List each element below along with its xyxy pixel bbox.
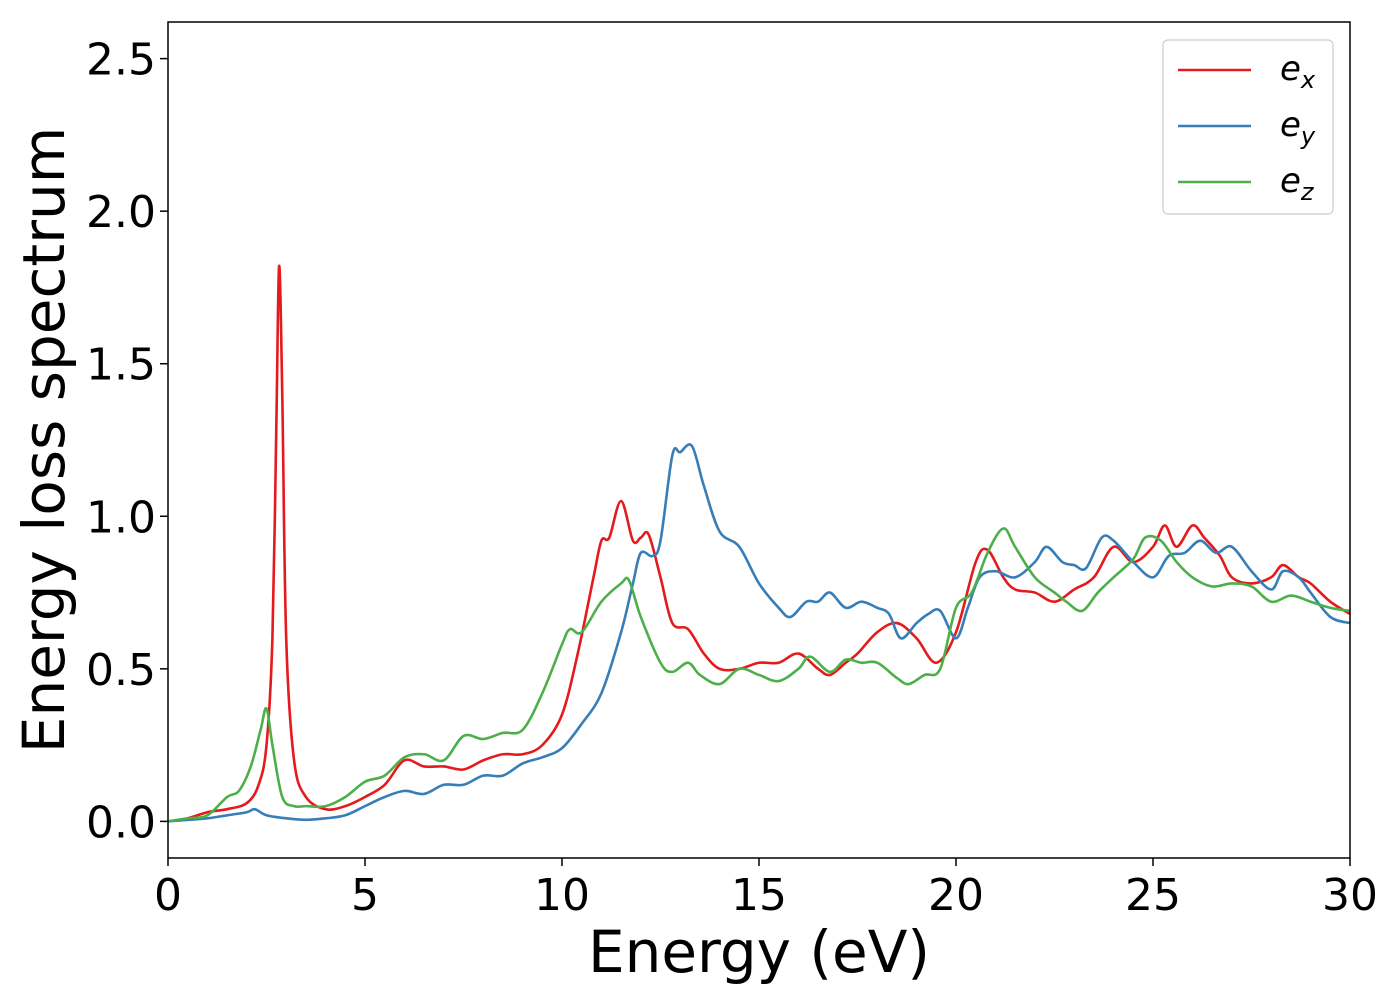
x-tick-label: 20 [928, 870, 984, 921]
series-layer [168, 264, 1350, 823]
series-line-y [168, 443, 1350, 823]
series-line-z [168, 527, 1350, 823]
y-tick-label: 0.5 [86, 645, 156, 696]
legend: ex ey ez [1162, 39, 1334, 215]
y-axis: 0.0 0.5 1.0 1.5 2.0 2.5 [86, 35, 168, 848]
y-tick-label: 0.0 [86, 797, 156, 848]
y-tick-label: 1.0 [86, 492, 156, 543]
x-axis: 0 5 10 15 20 25 30 [154, 858, 1378, 921]
x-tick-label: 0 [154, 870, 182, 921]
y-tick-label: 1.5 [86, 340, 156, 391]
x-tick-label: 25 [1125, 870, 1181, 921]
y-tick-label: 2.0 [86, 187, 156, 238]
x-axis-title: Energy (eV) [588, 918, 930, 986]
legend-label-x: ex [1280, 49, 1316, 94]
legend-label-z: ez [1280, 161, 1315, 206]
y-axis-title: Energy loss spectrum [10, 127, 78, 753]
x-tick-label: 30 [1322, 870, 1378, 921]
x-tick-label: 10 [534, 870, 590, 921]
series-line-x [168, 264, 1350, 823]
x-tick-label: 15 [731, 870, 787, 921]
x-tick-label: 5 [351, 870, 379, 921]
y-tick-label: 2.5 [86, 35, 156, 86]
legend-label-y: ey [1280, 105, 1316, 150]
